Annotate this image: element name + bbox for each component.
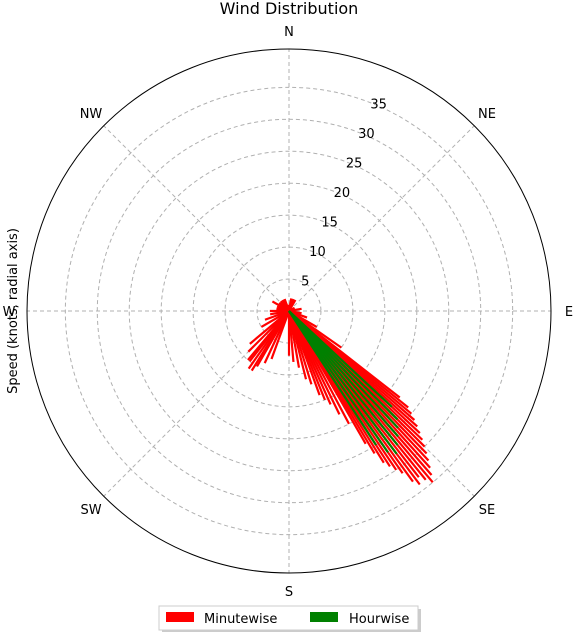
grid-circle [192,214,386,408]
direction-label-s: S [285,585,293,600]
chart-title: Wind Distribution [220,0,359,18]
direction-labels: N NE E SE S SW W NW [3,25,574,600]
radial-tick-label: 5 [301,274,309,289]
legend-box [158,605,419,631]
radial-tick-label: 20 [334,186,351,201]
legend-swatch-minutewise [166,612,194,622]
radial-tick-label: 35 [370,97,387,112]
radial-tick-label: 10 [309,245,326,260]
grid-spoke [103,125,290,312]
legend: Minutewise Hourwise [158,605,421,632]
grid-circle [128,150,450,472]
legend-swatch-hourwise [310,612,338,622]
bars [247,298,434,486]
radial-tick-label: 30 [358,127,375,142]
direction-label-sw: SW [80,503,101,518]
direction-label-se: SE [479,503,495,518]
direction-label-e: E [565,305,573,320]
minutewise-bar [288,310,342,349]
direction-label-n: N [284,25,294,40]
polar-frame [26,48,552,574]
radial-tick-label: 15 [321,215,338,230]
radial-tick-label: 25 [346,156,363,171]
minutewise-bar [249,310,290,345]
radial-tick-labels: 510 15 20 25 30 35 [301,97,387,289]
legend-label-minutewise: Minutewise [204,612,277,627]
grid-circle [64,86,514,536]
direction-label-w: W [3,305,16,320]
grid-spoke [288,125,475,312]
direction-label-nw: NW [80,107,103,122]
legend-label-hourwise: Hourwise [349,612,409,627]
hourwise-bar [288,310,377,446]
direction-label-ne: NE [478,107,496,122]
y-axis-label: Speed (knots, radial axis) [6,228,21,394]
